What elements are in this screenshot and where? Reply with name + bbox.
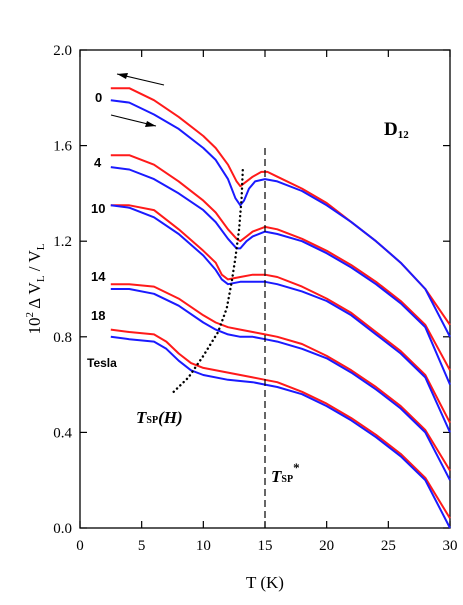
y-tick-label: 0.0	[53, 521, 72, 537]
field-label-4: 4	[94, 155, 102, 170]
y-tick-label: 2.0	[53, 43, 72, 59]
field-label-0: 0	[95, 90, 102, 105]
series-line-4T-red	[110, 154, 451, 371]
series-group	[110, 87, 451, 529]
series-line-0T-blue	[110, 99, 451, 338]
series-line-10T-blue	[110, 204, 451, 433]
y-tick-label: 0.8	[53, 330, 72, 346]
series-line-10T-red	[110, 204, 451, 424]
series-line-14T-blue	[110, 288, 451, 481]
x-tick-label: 10	[196, 538, 211, 554]
x-tick-label: 5	[138, 538, 146, 554]
guide-lines	[172, 147, 266, 528]
y-tick-label: 1.2	[53, 234, 72, 250]
x-tick-label: 30	[443, 538, 458, 554]
y-tick-label: 0.4	[53, 425, 72, 441]
x-axis-label: T (K)	[246, 573, 284, 592]
unit-label: Tesla	[87, 356, 117, 370]
field-label-18: 18	[91, 308, 105, 323]
field-label-14: 14	[91, 269, 106, 284]
x-tick-label: 15	[258, 538, 273, 554]
warming-arrow	[110, 114, 157, 127]
series-line-4T-blue	[110, 166, 451, 385]
x-tick-label: 25	[381, 538, 396, 554]
y-tick-label: 1.6	[53, 139, 72, 155]
tsp-h-label: TSP(H)	[136, 408, 183, 427]
series-line-14T-red	[110, 283, 451, 472]
cooling-arrow	[116, 73, 165, 86]
series-line-18T-blue	[110, 335, 451, 529]
tick-labels: 0 5 10 15 20 25 30 0.0 0.4 0.8 1.2 1.6 2.0	[53, 43, 457, 554]
panel-label: D12	[384, 119, 409, 141]
y-axis-label: 102 Δ VL / VL	[24, 243, 47, 334]
field-label-10: 10	[91, 201, 105, 216]
tsp-star-label: TSP*	[271, 460, 300, 486]
series-line-18T-red	[110, 328, 451, 519]
x-tick-label: 20	[319, 538, 334, 554]
x-tick-label: 0	[76, 538, 84, 554]
